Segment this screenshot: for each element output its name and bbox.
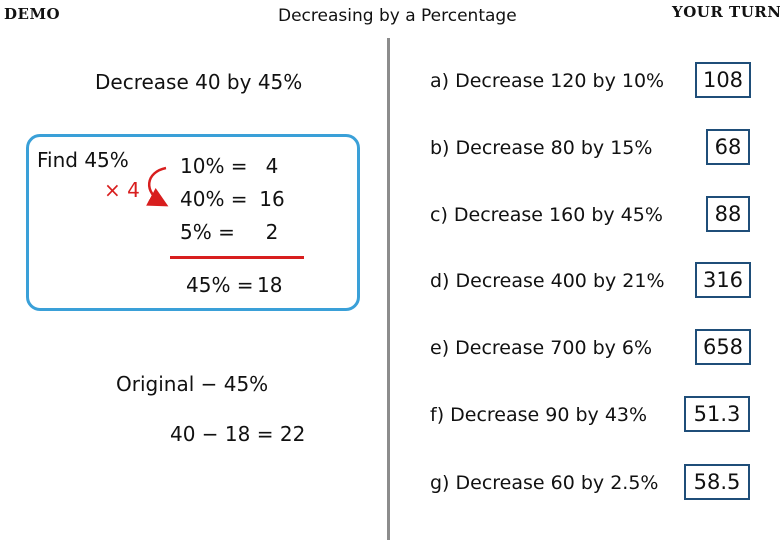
page-title: Decreasing by a Percentage [278, 6, 517, 26]
step-pct: 40% = [180, 187, 248, 211]
question-b: b) Decrease 80 by 15% [430, 137, 653, 159]
question-f: f) Decrease 90 by 43% [430, 404, 648, 426]
answer-box-g: 58.5 [684, 464, 750, 500]
answer-box-e: 658 [695, 329, 751, 365]
curved-arrow-icon [146, 166, 169, 207]
find-label: Find 45% [37, 148, 129, 172]
step-val: 16 [259, 187, 285, 211]
total-val: 18 [257, 273, 283, 297]
total-underline [170, 256, 304, 259]
working-box [26, 134, 360, 311]
column-divider [387, 38, 390, 540]
question-e: e) Decrease 700 by 6% [430, 337, 653, 359]
answer-box-a: 108 [695, 62, 751, 98]
question-d: d) Decrease 400 by 21% [430, 270, 665, 292]
answer-box-b: 68 [706, 129, 750, 165]
step-val: 2 [265, 220, 279, 244]
question-c: c) Decrease 160 by 45% [430, 204, 663, 226]
question-a: a) Decrease 120 by 10% [430, 70, 665, 92]
step-pct: 10% = [180, 154, 248, 178]
demo-tag: DEMO [4, 5, 61, 23]
step-val: 4 [265, 154, 279, 178]
answer-box-f: 51.3 [684, 396, 750, 432]
answer-box-d: 316 [695, 262, 751, 298]
method-label: Original − 45% [116, 372, 269, 396]
calculation: 40 − 18 = 22 [170, 422, 306, 446]
demo-question: Decrease 40 by 45% [95, 70, 303, 94]
answer-box-c: 88 [706, 196, 750, 232]
total-pct: 45% = [186, 273, 254, 297]
step-pct: 5% = [180, 220, 235, 244]
multiplier-label: × 4 [104, 178, 140, 202]
your-turn-tag: YOUR TURN [672, 3, 780, 21]
question-g: g) Decrease 60 by 2.5% [430, 472, 659, 494]
